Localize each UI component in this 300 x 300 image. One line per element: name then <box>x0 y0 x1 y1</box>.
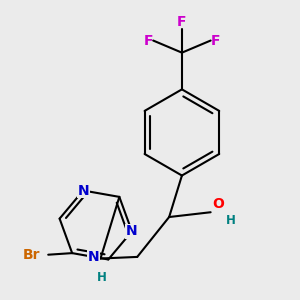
Text: F: F <box>144 34 153 47</box>
Text: F: F <box>177 15 187 29</box>
Text: H: H <box>226 214 236 227</box>
Text: H: H <box>97 271 107 284</box>
Text: O: O <box>212 196 224 211</box>
Text: Br: Br <box>23 248 40 262</box>
Text: N: N <box>88 250 100 264</box>
Text: N: N <box>126 224 138 239</box>
Text: F: F <box>211 34 220 47</box>
Text: N: N <box>77 184 89 197</box>
